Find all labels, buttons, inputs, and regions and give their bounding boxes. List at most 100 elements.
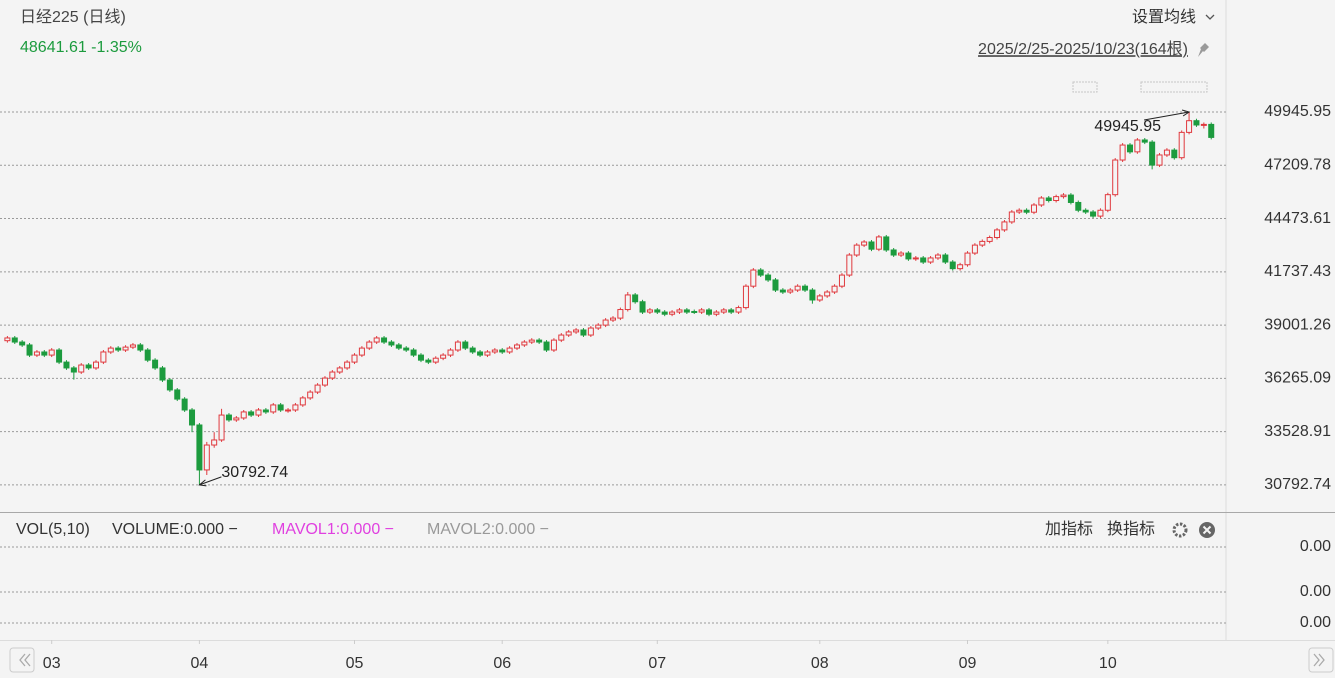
candle-body [957,264,964,270]
candle-body [513,344,520,349]
candle-body [602,319,609,326]
candle-body [277,404,284,411]
candle-body [1171,149,1178,159]
candle-body [499,349,506,353]
candle-body [905,252,912,260]
annotation-arrow [199,476,222,486]
candle-body [1163,149,1170,156]
candle-body [1149,141,1156,166]
candle-body [1186,120,1193,133]
candle-body [129,344,136,348]
candle-body [403,347,410,351]
indicator-button[interactable]: 换指标 [1107,520,1155,538]
candle-body [1141,139,1148,143]
candle-body [1090,211,1097,217]
scroll-right[interactable] [1308,647,1334,673]
close-cross[interactable] [1202,525,1212,535]
candle-body [809,289,816,301]
x-tick-label: 03 [43,655,61,672]
candle-body [971,244,978,254]
y-tick-label: 49945.95 [1264,103,1331,120]
candle-body [565,331,572,336]
candle-body [986,237,993,242]
candle-body [683,309,690,313]
candle-body [750,269,757,287]
candle-body [964,252,971,266]
candle-body [189,409,196,426]
candle-body [794,285,801,291]
candle-body [270,404,277,413]
candle-body [691,310,698,313]
candle-body [543,341,550,351]
candle-body [203,444,210,471]
candle-body [624,294,631,311]
chart-title: 日经225 (日线) [20,8,126,26]
candle-body [646,309,653,313]
candle-body [979,240,986,246]
candle-body [898,252,905,256]
candle-body [994,229,1001,239]
candle-body [728,309,735,313]
candle-body [772,279,779,291]
candle-body [706,309,713,315]
settings-icon[interactable] [1172,522,1188,538]
x-tick-label: 05 [346,655,364,672]
volume-legend: MAVOL2:0.000 − [427,521,549,538]
candle-body [846,254,853,276]
candle-body [329,371,336,379]
ma-setting[interactable]: 设置均线 [1132,8,1196,26]
candle-body [942,254,949,263]
y-tick-label: 39001.26 [1264,316,1331,333]
candle-body [240,411,247,419]
candle-body [491,349,498,353]
candle-body [536,339,543,343]
candle-body [802,285,809,291]
candle-body [48,349,55,356]
y-tick-label: 47209.78 [1264,157,1331,174]
scroll-right-icon[interactable] [1313,653,1325,667]
candle-body [765,274,772,281]
candle-body [587,327,594,336]
candle-body [1112,159,1119,196]
candle-body [676,309,683,313]
chevron[interactable] [1205,14,1215,20]
candle-body [1178,131,1185,159]
range-label[interactable]: 2025/2/25-2025/10/23(164根) [978,40,1188,58]
candle-body [144,349,151,361]
candle-body [395,344,402,349]
candle-body [934,254,941,259]
candle-body [506,347,513,353]
candle-body [1208,123,1215,138]
candle-body [417,354,424,361]
candle-body [1119,144,1126,161]
scroll-left[interactable] [9,647,35,673]
candle-body [1082,209,1089,213]
candle-body [56,349,63,363]
y-tick-label: 30792.74 [1264,476,1331,493]
candle-body [19,341,26,346]
candle-body [447,349,454,356]
pin-icon[interactable] [1198,43,1209,57]
candle-body [314,384,321,393]
annotation-arrowhead [198,479,207,487]
candle-body [720,309,727,313]
indicator-button[interactable]: 加指标 [1045,520,1093,538]
scroll-left-icon[interactable] [19,653,31,667]
x-tick-label: 04 [191,655,209,672]
volume-tick-label: 0.00 [1300,614,1331,631]
candle-body [388,341,395,346]
candle-body [528,339,535,343]
candle-body [262,409,269,413]
candle-body [321,377,328,386]
candle-body [550,339,557,351]
candle-body [4,337,11,342]
candle-body [875,236,882,250]
candle-body [632,294,639,303]
candle-body [654,309,661,313]
candle-body [1097,209,1104,217]
candle-body [218,414,225,441]
candle-body [558,334,565,341]
annotation-arrow [1143,111,1190,121]
